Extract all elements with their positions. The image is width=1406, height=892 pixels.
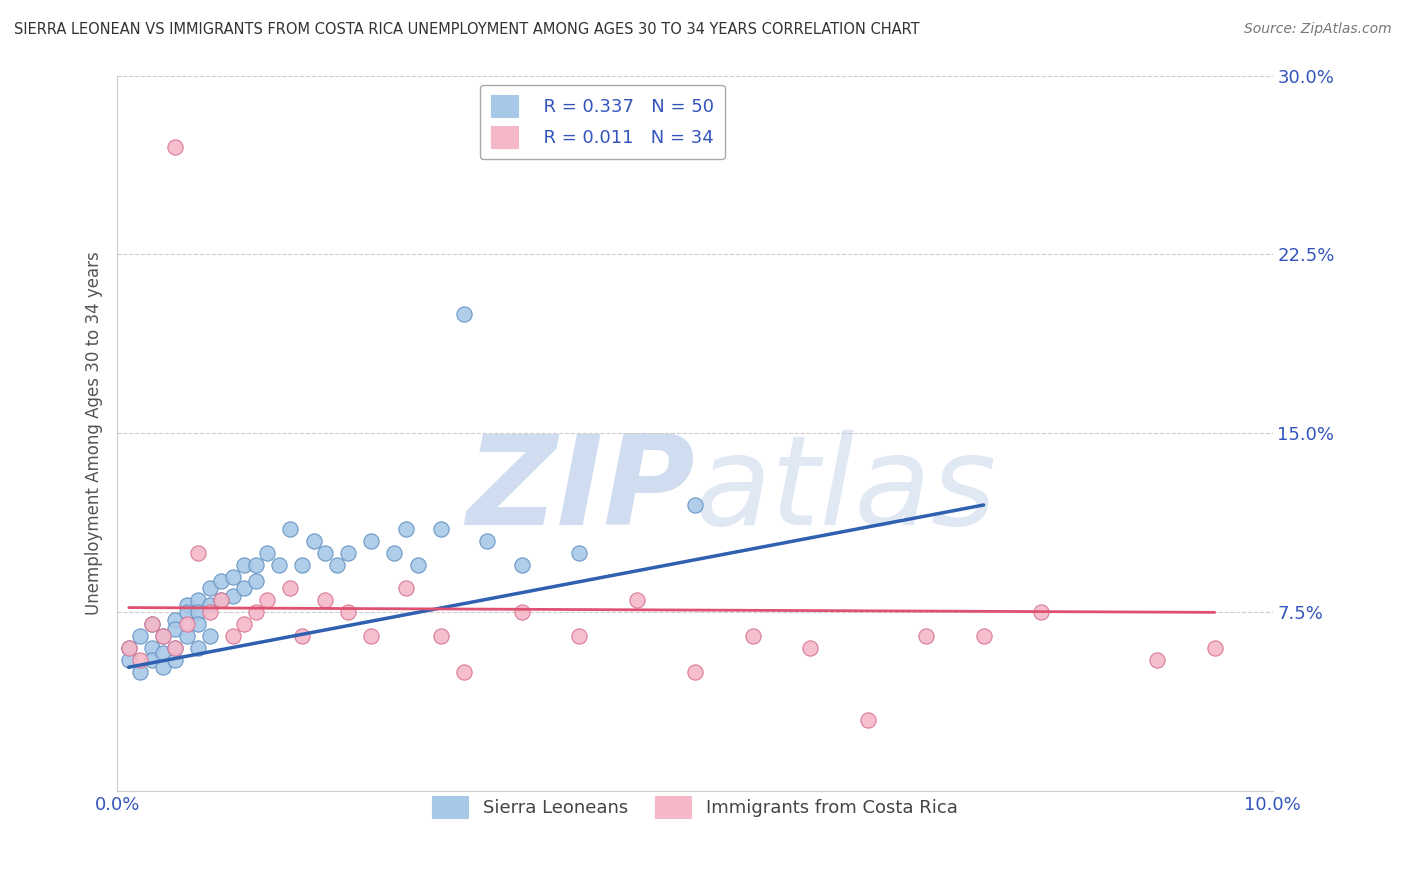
Point (129, 653, 152, 667)
Point (568, 629, 591, 643)
Point (1204, 641, 1226, 656)
Point (291, 558, 314, 572)
Point (245, 558, 267, 572)
Point (163, 622, 186, 636)
Point (141, 641, 163, 656)
Point (395, 522, 418, 536)
Point (325, 558, 347, 572)
Text: SIERRA LEONEAN VS IMMIGRANTS FROM COSTA RICA UNEMPLOYMENT AMONG AGES 30 TO 34 YE: SIERRA LEONEAN VS IMMIGRANTS FROM COSTA … (14, 22, 920, 37)
Point (395, 582, 418, 596)
Point (360, 533, 382, 548)
Point (222, 629, 245, 643)
Text: ZIP: ZIP (467, 430, 695, 551)
Point (152, 629, 174, 643)
Point (198, 629, 221, 643)
Point (187, 641, 209, 656)
Point (973, 629, 995, 643)
Legend: Sierra Leoneans, Immigrants from Costa Rica: Sierra Leoneans, Immigrants from Costa R… (425, 789, 965, 825)
Point (118, 641, 141, 656)
Point (453, 307, 475, 321)
Point (429, 629, 451, 643)
Point (198, 605, 221, 619)
Point (626, 593, 648, 607)
Point (209, 593, 232, 607)
Point (291, 629, 314, 643)
Point (856, 713, 879, 727)
Point (360, 629, 382, 643)
Point (314, 546, 336, 560)
Point (384, 546, 406, 560)
Point (163, 653, 186, 667)
Point (118, 653, 141, 667)
Point (176, 605, 198, 619)
Point (152, 629, 174, 643)
Point (141, 617, 163, 632)
Point (222, 589, 245, 603)
Point (256, 546, 278, 560)
Point (141, 617, 163, 632)
Text: atlas: atlas (695, 430, 997, 551)
Point (267, 558, 290, 572)
Point (741, 629, 763, 643)
Point (510, 558, 533, 572)
Point (163, 140, 186, 154)
Point (187, 593, 209, 607)
Point (176, 617, 198, 632)
Point (280, 582, 302, 596)
Point (302, 533, 325, 548)
Point (163, 641, 186, 656)
Point (233, 582, 256, 596)
Point (187, 605, 209, 619)
Point (163, 613, 186, 627)
Point (683, 665, 706, 679)
Point (233, 617, 256, 632)
Point (799, 641, 821, 656)
Point (152, 660, 174, 674)
Point (337, 605, 360, 619)
Point (118, 641, 141, 656)
Point (152, 646, 174, 660)
Point (129, 629, 152, 643)
Point (280, 522, 302, 536)
Point (163, 641, 186, 656)
Point (198, 582, 221, 596)
Point (475, 533, 498, 548)
Point (406, 558, 429, 572)
Point (256, 593, 278, 607)
Y-axis label: Unemployment Among Ages 30 to 34 years: Unemployment Among Ages 30 to 34 years (86, 252, 103, 615)
Point (915, 629, 938, 643)
Point (187, 546, 209, 560)
Point (222, 569, 245, 583)
Point (1031, 605, 1053, 619)
Point (233, 558, 256, 572)
Text: Source: ZipAtlas.com: Source: ZipAtlas.com (1244, 22, 1392, 37)
Point (187, 617, 209, 632)
Point (209, 593, 232, 607)
Point (1146, 653, 1168, 667)
Point (568, 546, 591, 560)
Point (683, 498, 706, 512)
Point (209, 574, 232, 589)
Point (337, 546, 360, 560)
Point (510, 605, 533, 619)
Point (453, 665, 475, 679)
Point (176, 629, 198, 643)
Point (141, 653, 163, 667)
Point (245, 605, 267, 619)
Point (314, 593, 336, 607)
Point (176, 598, 198, 612)
Point (129, 665, 152, 679)
Point (429, 522, 451, 536)
Point (245, 574, 267, 589)
Point (198, 598, 221, 612)
